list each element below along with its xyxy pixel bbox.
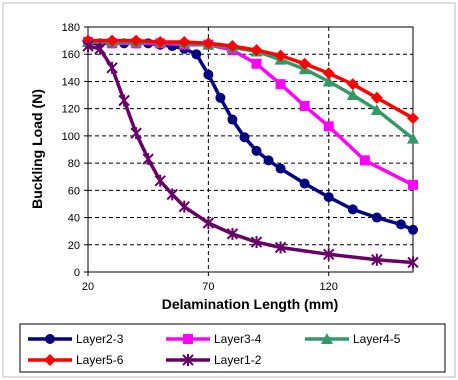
data-point-layer5-6: [226, 40, 239, 53]
data-point-layer5-6: [154, 35, 167, 48]
data-point-layer2-3: [299, 178, 310, 189]
y-tick-label: 160: [62, 49, 80, 61]
data-point-layer3-4: [251, 58, 262, 69]
series-line-layer1-2: [87, 44, 414, 265]
data-point-layer2-3: [227, 114, 238, 125]
data-point-layer1-2: [166, 188, 178, 201]
data-point-layer1-2: [226, 227, 239, 240]
legend-marker: [45, 334, 55, 344]
data-point-layer5-6: [250, 44, 263, 57]
data-point-layer1-2: [371, 253, 383, 266]
data-point-layer1-2: [407, 256, 419, 269]
data-point-layer2-3: [371, 212, 382, 223]
data-point-layer1-2: [274, 241, 287, 254]
y-tick-label: 0: [74, 267, 80, 279]
legend-item-layer5-6: Layer5-6: [28, 353, 124, 367]
x-tick-label: 120: [320, 281, 338, 293]
data-point-layer5-6: [298, 57, 311, 70]
grid-lines: [88, 27, 413, 272]
data-point-layer5-6: [274, 49, 287, 62]
data-point-layer2-3: [251, 145, 262, 156]
data-point-layer1-2: [82, 40, 94, 53]
y-tick-label: 180: [62, 22, 80, 34]
legend-label: Layer3-4: [214, 332, 262, 346]
data-point-layer2-3: [215, 92, 226, 103]
legend-item-layer2-3: Layer2-3: [28, 332, 124, 346]
data-point-layer5-6: [407, 112, 419, 125]
data-point-layer1-2: [94, 42, 106, 55]
data-point-layer4-5: [322, 75, 335, 87]
data-point-layer1-2: [202, 217, 215, 229]
data-point-layer1-2: [154, 174, 166, 187]
data-point-layer2-3: [408, 224, 418, 235]
y-tick-label: 140: [62, 76, 80, 88]
data-point-layer5-6: [130, 34, 143, 47]
data-point-layer4-5: [370, 104, 383, 116]
data-point-layer1-2: [178, 200, 191, 213]
data-point-layer4-5: [346, 89, 359, 101]
legend-item-layer4-5: Layer4-5: [305, 332, 401, 346]
y-tick-label: 40: [68, 213, 80, 225]
data-point-layer2-3: [275, 163, 286, 174]
data-point-layer1-2: [118, 94, 130, 107]
data-point-layer1-2: [142, 153, 154, 166]
x-tick-label: 70: [202, 281, 214, 293]
data-point-layer2-3: [191, 49, 202, 60]
data-point-layer3-4: [323, 121, 334, 132]
legend-label: Layer1-2: [214, 353, 262, 367]
data-point-layer5-6: [370, 91, 383, 104]
data-point-layer5-6: [178, 35, 191, 48]
legend-marker: [183, 334, 193, 344]
data-point-layer3-4: [275, 79, 286, 90]
legend-label: Layer4-5: [353, 332, 401, 346]
data-point-layer2-3: [239, 132, 250, 143]
plot-area: [87, 26, 414, 273]
data-point-layer1-2: [130, 127, 142, 140]
series-layer1-2: [82, 40, 419, 269]
series-group: [82, 34, 419, 269]
data-point-layer5-6: [106, 34, 119, 47]
data-point-layer2-3: [263, 155, 274, 166]
data-point-layer5-6: [202, 37, 215, 50]
data-point-layer2-3: [203, 69, 214, 80]
data-point-layer1-2: [106, 61, 118, 74]
y-axis-label: Buckling Load (N): [29, 89, 45, 209]
y-tick-label: 100: [62, 131, 80, 143]
data-point-layer5-6: [322, 67, 335, 80]
legend-marker: [44, 354, 56, 366]
data-point-layer3-4: [408, 179, 418, 190]
legend-marker: [321, 333, 333, 344]
data-point-layer1-2: [250, 236, 263, 249]
legend-item-layer1-2: Layer1-2: [166, 353, 262, 367]
legend-item-layer3-4: Layer3-4: [166, 332, 262, 346]
data-point-layer4-5: [407, 132, 419, 144]
y-tick-label: 20: [68, 240, 80, 252]
data-point-layer5-6: [346, 78, 359, 91]
data-point-layer2-3: [347, 204, 358, 215]
data-point-layer2-3: [395, 219, 406, 230]
data-point-layer3-4: [299, 100, 310, 111]
x-tick-label: 20: [82, 281, 94, 293]
legend-marker: [182, 354, 194, 366]
data-point-layer1-2: [323, 248, 335, 261]
series-layer5-6: [82, 34, 419, 125]
x-axis-label: Delamination Length (mm): [162, 296, 339, 312]
legend-label: Layer2-3: [76, 332, 124, 346]
y-tick-label: 60: [68, 185, 80, 197]
legend: Layer2-3 Layer3-4 Layer4-5 Layer5-6 Layer1-2: [28, 332, 401, 367]
y-tick-label: 80: [68, 158, 80, 170]
legend-box: [19, 323, 446, 373]
data-point-layer2-3: [323, 192, 334, 203]
legend-label: Layer5-6: [76, 353, 124, 367]
data-point-layer3-4: [359, 155, 370, 166]
y-tick-label: 120: [62, 104, 80, 116]
